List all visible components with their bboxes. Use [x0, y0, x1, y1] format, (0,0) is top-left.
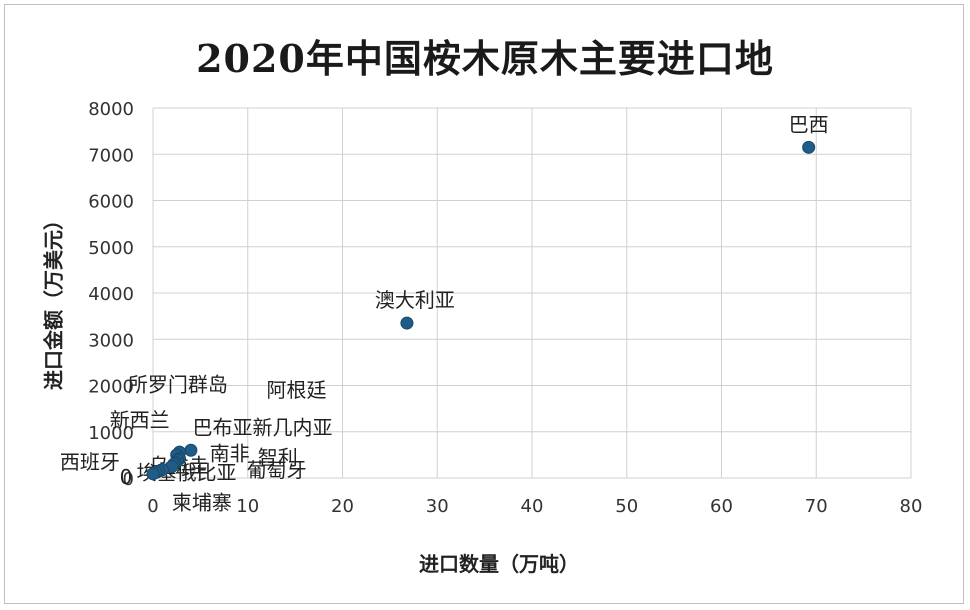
data-label: 阿根廷	[267, 378, 327, 402]
x-tick-label: 30	[426, 496, 449, 517]
data-label: 巴布亚新几内亚	[193, 416, 333, 440]
y-tick-label: 0	[123, 469, 134, 490]
data-label: 0	[120, 465, 133, 489]
data-point	[146, 467, 160, 481]
y-tick-label: 6000	[88, 192, 134, 213]
data-label: 南非	[210, 441, 250, 465]
chart-title: 2020年中国桉木原木主要进口地	[196, 36, 774, 81]
data-point	[802, 140, 816, 154]
data-label: 澳大利亚	[375, 288, 455, 312]
data-label: 西班牙	[60, 450, 120, 474]
data-label: 柬埔寨	[172, 490, 232, 514]
x-axis-label: 进口数量（万吨）	[419, 552, 579, 576]
x-tick-label: 60	[710, 496, 733, 517]
y-tick-label: 7000	[88, 145, 134, 166]
y-tick-label: 4000	[88, 284, 134, 305]
x-tick-label: 70	[805, 496, 828, 517]
y-tick-label: 1000	[88, 423, 134, 444]
x-tick-label: 10	[236, 496, 259, 517]
x-tick-label: 20	[331, 496, 354, 517]
y-tick-label: 5000	[88, 238, 134, 259]
data-label: 所罗门群岛	[128, 372, 228, 396]
data-point	[400, 316, 414, 330]
x-tick-label: 0	[147, 496, 158, 517]
chart-frame	[4, 4, 964, 604]
data-point	[184, 443, 198, 457]
y-tick-label: 2000	[88, 377, 134, 398]
x-tick-label: 40	[521, 496, 544, 517]
data-label: 巴西	[789, 112, 829, 136]
y-tick-label: 8000	[88, 99, 134, 120]
data-label: 葡萄牙	[247, 458, 307, 482]
y-axis-label: 进口金额（万美元）	[41, 210, 66, 390]
data-label: 智利	[258, 446, 298, 470]
x-tick-label: 50	[615, 496, 638, 517]
y-tick-label: 3000	[88, 330, 134, 351]
data-label: 新西兰	[110, 408, 170, 432]
x-tick-label: 80	[900, 496, 923, 517]
